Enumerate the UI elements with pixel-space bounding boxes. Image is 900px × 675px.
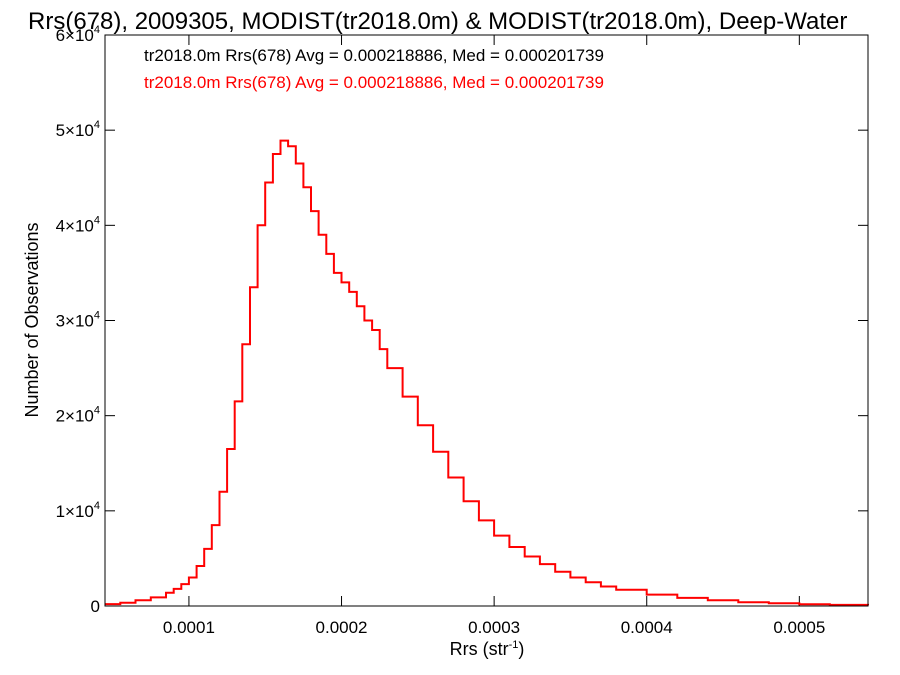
y-axis-title-group: Number of Observations	[22, 222, 42, 417]
x-tick-label: 0.0005	[773, 618, 825, 637]
x-tick-label: 0.0004	[621, 618, 673, 637]
x-axis-title-close: )	[518, 639, 524, 659]
y-tick-mantissa: 0	[91, 597, 100, 616]
x-tick-label: 0.0001	[163, 618, 215, 637]
y-tick-exponent: 4	[94, 24, 100, 36]
legend-entry: tr2018.0m Rrs(678) Avg = 0.000218886, Me…	[144, 46, 604, 65]
y-tick-label: 5×104	[56, 119, 100, 140]
y-tick-exponent: 4	[94, 310, 100, 322]
y-axis-title: Number of Observations	[22, 222, 42, 417]
histogram-line	[105, 139, 869, 606]
y-tick-label: 6×104	[56, 24, 100, 45]
legend-entry: tr2018.0m Rrs(678) Avg = 0.000218886, Me…	[144, 73, 604, 92]
y-tick-exponent: 4	[94, 500, 100, 512]
y-tick-exponent: 4	[94, 214, 100, 226]
y-tick-label: 1×104	[56, 500, 100, 521]
y-tick-mantissa: 5×10	[56, 121, 94, 140]
x-axis-title: Rrs (str-1)	[450, 639, 525, 659]
y-tick-exponent: 4	[94, 119, 100, 131]
y-tick-label: 3×104	[56, 310, 100, 331]
x-tick-label: 0.0002	[316, 618, 368, 637]
y-tick-label: 2×104	[56, 405, 100, 426]
y-tick-label: 0	[91, 597, 100, 616]
x-axis-ticks: 0.0001 0.0002 0.0003 0.0004 0.0005	[163, 35, 825, 637]
y-tick-mantissa: 2×10	[56, 407, 94, 426]
chart-title: Rrs(678), 2009305, MODIST(tr2018.0m) & M…	[28, 8, 847, 35]
y-tick-mantissa: 4×10	[56, 216, 94, 235]
plot-series	[105, 139, 869, 606]
plot-frame	[104, 34, 869, 607]
legend: tr2018.0m Rrs(678) Avg = 0.000218886, Me…	[144, 46, 604, 92]
x-axis-title-text: Rrs (str	[450, 639, 509, 659]
x-tick-label: 0.0003	[468, 618, 520, 637]
y-tick-mantissa: 3×10	[56, 312, 94, 331]
y-tick-exponent: 4	[94, 405, 100, 417]
y-tick-mantissa: 6×10	[56, 26, 94, 45]
x-axis-title-exponent: -1	[509, 639, 519, 651]
y-tick-mantissa: 1×10	[56, 502, 94, 521]
y-tick-label: 4×104	[56, 214, 100, 235]
